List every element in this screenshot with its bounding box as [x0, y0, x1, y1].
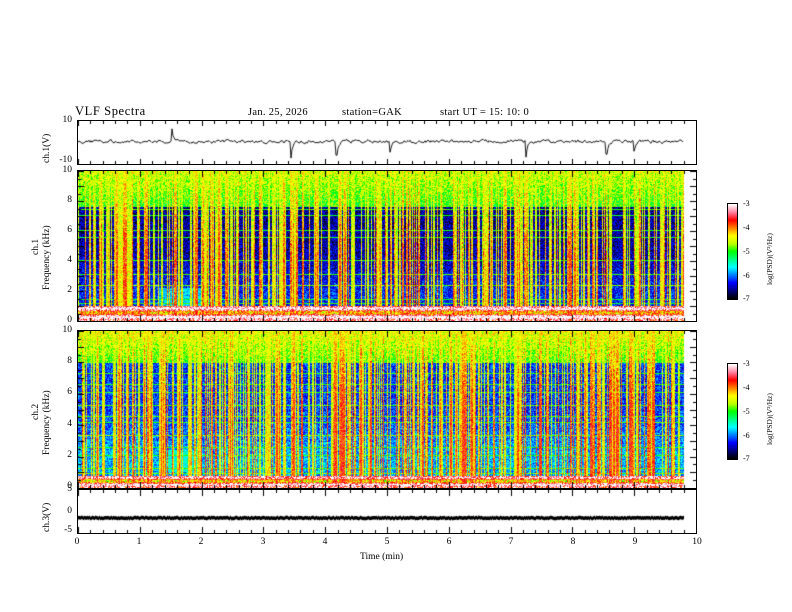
panel3-ytick-6: 6: [67, 387, 72, 397]
colorbar2-tick--3: -3: [743, 359, 750, 368]
panel-ch1-spectrogram: [77, 170, 697, 322]
colorbar-ch1: [727, 203, 738, 300]
header-start-ut: start UT = 15: 10: 0: [440, 107, 530, 118]
colorbar1-label: log(PSD)(V²/Hz): [765, 233, 774, 285]
x-tick-5: 5: [384, 537, 390, 547]
x-tick-2: 2: [198, 537, 204, 547]
x-axis-label: Time (min): [360, 552, 404, 562]
panel-ch2-spectrogram: [77, 330, 697, 489]
colorbar-ch2: [727, 363, 738, 460]
page-title: VLF Spectra: [75, 104, 146, 118]
header-date: Jan. 25, 2026: [248, 107, 308, 118]
panel3-axis-name: ch.2: [31, 403, 41, 420]
panel3-ytick-10: 10: [62, 325, 73, 335]
panel2-ytick-4: 4: [67, 255, 72, 265]
panel3-ytick-4: 4: [67, 419, 72, 429]
panel1-axis-name: ch.1(V): [42, 133, 52, 163]
panel2-ytick-6: 6: [67, 225, 72, 235]
colorbar2-tick--4: -4: [743, 383, 750, 392]
x-tick-1: 1: [136, 537, 142, 547]
panel2-ytick-8: 8: [67, 195, 72, 205]
x-tick-3: 3: [260, 537, 266, 547]
colorbar2-tick--5: -5: [743, 407, 750, 416]
colorbar2-tick--7: -7: [743, 454, 750, 463]
panel3-ytick-2: 2: [67, 450, 72, 460]
colorbar1-tick--3: -3: [743, 199, 750, 208]
panel4-ytick-5: 5: [67, 484, 72, 494]
x-tick-10: 10: [692, 537, 702, 547]
panel3-ylabel: Frequency (kHz): [42, 390, 52, 455]
panel1-ytick-top: 10: [62, 115, 73, 125]
panel-ch1-timeseries: [77, 120, 697, 165]
header-station: station=GAK: [342, 107, 402, 118]
panel3-ytick-8: 8: [67, 356, 72, 366]
colorbar1-tick--4: -4: [743, 223, 750, 232]
panel4-ytick-0: 0: [67, 506, 72, 516]
colorbar1-tick--6: -6: [743, 271, 750, 280]
panel3-ytick-0: 0: [67, 481, 72, 491]
x-tick-0: 0: [74, 537, 80, 547]
x-tick-6: 6: [446, 537, 452, 547]
panel2-ytick-10: 10: [62, 165, 73, 175]
x-tick-4: 4: [322, 537, 328, 547]
panel1-ytick-bottom: -10: [59, 155, 72, 165]
panel4-ytick--5: -5: [64, 525, 72, 535]
colorbar2-label: log(PSD)(V²/Hz): [765, 393, 774, 445]
x-tick-7: 7: [508, 537, 514, 547]
panel4-axis-name: ch.3(V): [42, 502, 52, 532]
panel2-axis-name: ch.1: [31, 238, 41, 255]
panel2-ytick-2: 2: [67, 285, 72, 295]
x-tick-9: 9: [632, 537, 638, 547]
colorbar1-tick--7: -7: [743, 294, 750, 303]
panel2-ytick-0: 0: [67, 315, 72, 325]
panel-ch3-timeseries: [77, 489, 697, 534]
x-tick-8: 8: [570, 537, 576, 547]
panel2-ylabel: Frequency (kHz): [42, 225, 52, 290]
colorbar1-tick--5: -5: [743, 247, 750, 256]
colorbar2-tick--6: -6: [743, 431, 750, 440]
